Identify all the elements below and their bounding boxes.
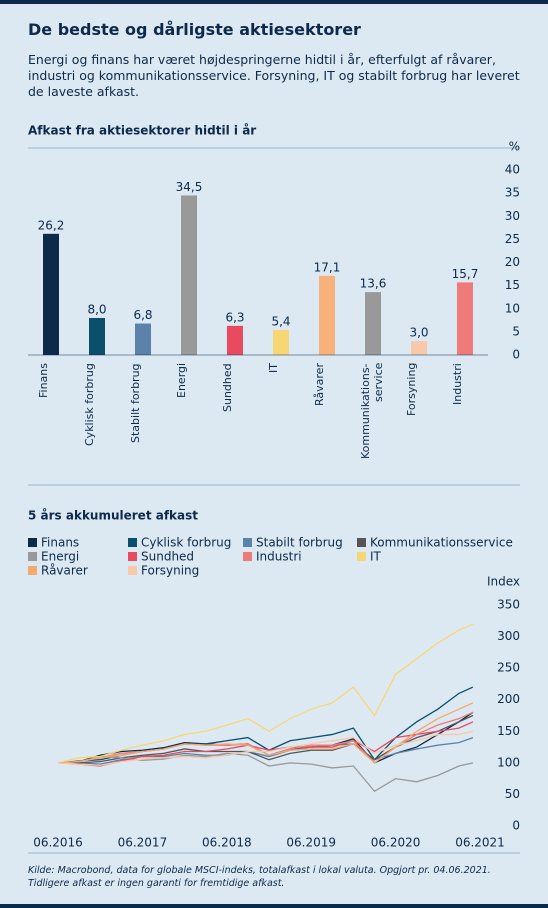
value-label: 13,6 <box>360 277 387 291</box>
series-line <box>57 721 474 767</box>
bar <box>273 330 289 355</box>
x-tick-label: Industri <box>451 363 464 405</box>
x-tick-label: Energi <box>175 363 188 399</box>
footer: Kilde: Macrobond, data for globale MSCI-… <box>28 865 491 889</box>
x-tick-label: Cyklisk forbrug <box>83 363 96 446</box>
y-tick-label: 150 <box>497 724 520 738</box>
chart-title: 5 års akkumuleret afkast <box>28 509 198 523</box>
value-label: 34,5 <box>176 180 203 194</box>
legend-label: Kommunikationsservice <box>370 536 513 550</box>
y-tick-label: 50 <box>505 787 520 801</box>
bar <box>181 195 197 355</box>
legend-label: IT <box>370 550 382 564</box>
x-tick-label: IT <box>267 363 280 373</box>
value-label: 3,0 <box>409 326 428 340</box>
legend-label: Forsyning <box>141 564 199 578</box>
x-tick-label: 06.2016 <box>33 836 83 850</box>
series-line <box>57 730 474 767</box>
y-tick-label: 350 <box>497 598 520 612</box>
x-tick-label: 06.2017 <box>118 836 168 850</box>
bar <box>319 275 335 355</box>
x-tick-label: Finans <box>37 363 50 398</box>
y-tick-label: 40 <box>505 163 520 177</box>
x-tick-label: Råvarer <box>313 363 326 406</box>
y-tick-label: 0 <box>512 348 520 362</box>
legend-label: Industri <box>256 550 302 564</box>
page-title: De bedste og dårligste aktiesektorer <box>28 20 361 39</box>
y-axis-label: % <box>509 140 520 154</box>
bar <box>135 323 151 355</box>
legend-label: Finans <box>41 536 79 550</box>
chart-title: Afkast fra aktiesektorer hidtil i år <box>28 124 256 138</box>
legend-swatch <box>128 566 137 575</box>
bar <box>457 282 473 355</box>
y-tick-label: 200 <box>497 692 520 706</box>
y-tick-label: 100 <box>497 755 520 769</box>
legend-label: Stabilt forbrug <box>256 536 343 550</box>
legend-swatch <box>128 538 137 547</box>
x-tick-label: Stabilt forbrug <box>129 363 142 443</box>
y-tick-label: 30 <box>505 209 520 223</box>
series-line <box>57 702 474 764</box>
x-tick-label: Kommunikations- service <box>359 363 385 459</box>
legend-swatch <box>243 552 252 561</box>
top-bar <box>0 0 548 4</box>
y-tick-label: 5 <box>512 324 520 338</box>
bar <box>411 341 427 355</box>
value-label: 5,4 <box>271 315 290 329</box>
series-line <box>57 752 474 793</box>
legend-label: Sundhed <box>141 550 194 564</box>
bar <box>227 325 243 355</box>
y-tick-label: 35 <box>505 186 520 200</box>
legend-swatch <box>357 552 366 561</box>
legend-swatch <box>28 566 37 575</box>
y-tick-label: 15 <box>505 278 520 292</box>
value-label: 17,1 <box>314 260 341 274</box>
series-line <box>57 623 474 764</box>
y-tick-label: 25 <box>505 232 520 246</box>
legend-label: Energi <box>41 550 79 564</box>
value-label: 15,7 <box>452 267 479 281</box>
value-label: 6,8 <box>133 308 152 322</box>
legend-swatch <box>28 538 37 547</box>
legend-swatch <box>357 538 366 547</box>
y-tick-label: 20 <box>505 255 520 269</box>
bar <box>365 292 381 355</box>
y-tick-label: 300 <box>497 629 520 643</box>
page-subtitle: Energi og finans har været højdespringer… <box>28 52 520 99</box>
y-tick-label: 0 <box>512 819 520 833</box>
legend-label: Råvarer <box>41 564 88 578</box>
value-label: 6,3 <box>225 310 244 324</box>
value-label: 26,2 <box>38 218 65 232</box>
value-label: 8,0 <box>87 303 106 317</box>
legend-swatch <box>128 552 137 561</box>
legend-swatch <box>243 538 252 547</box>
series-line <box>58 714 474 764</box>
x-tick-label: 06.2021 <box>455 836 505 850</box>
y-tick-label: 250 <box>497 661 520 675</box>
legend-label: Cyklisk forbrug <box>141 536 231 550</box>
x-tick-label: 06.2020 <box>371 836 421 850</box>
x-tick-label: Forsyning <box>405 363 418 417</box>
x-tick-label: 06.2018 <box>202 836 252 850</box>
legend-swatch <box>28 552 37 561</box>
x-tick-label: Sundhed <box>221 363 234 412</box>
bar <box>89 318 105 355</box>
bar <box>43 233 59 355</box>
y-tick-label: 10 <box>505 301 520 315</box>
x-tick-label: 06.2019 <box>286 836 336 850</box>
y-axis-label: Index <box>487 575 520 589</box>
